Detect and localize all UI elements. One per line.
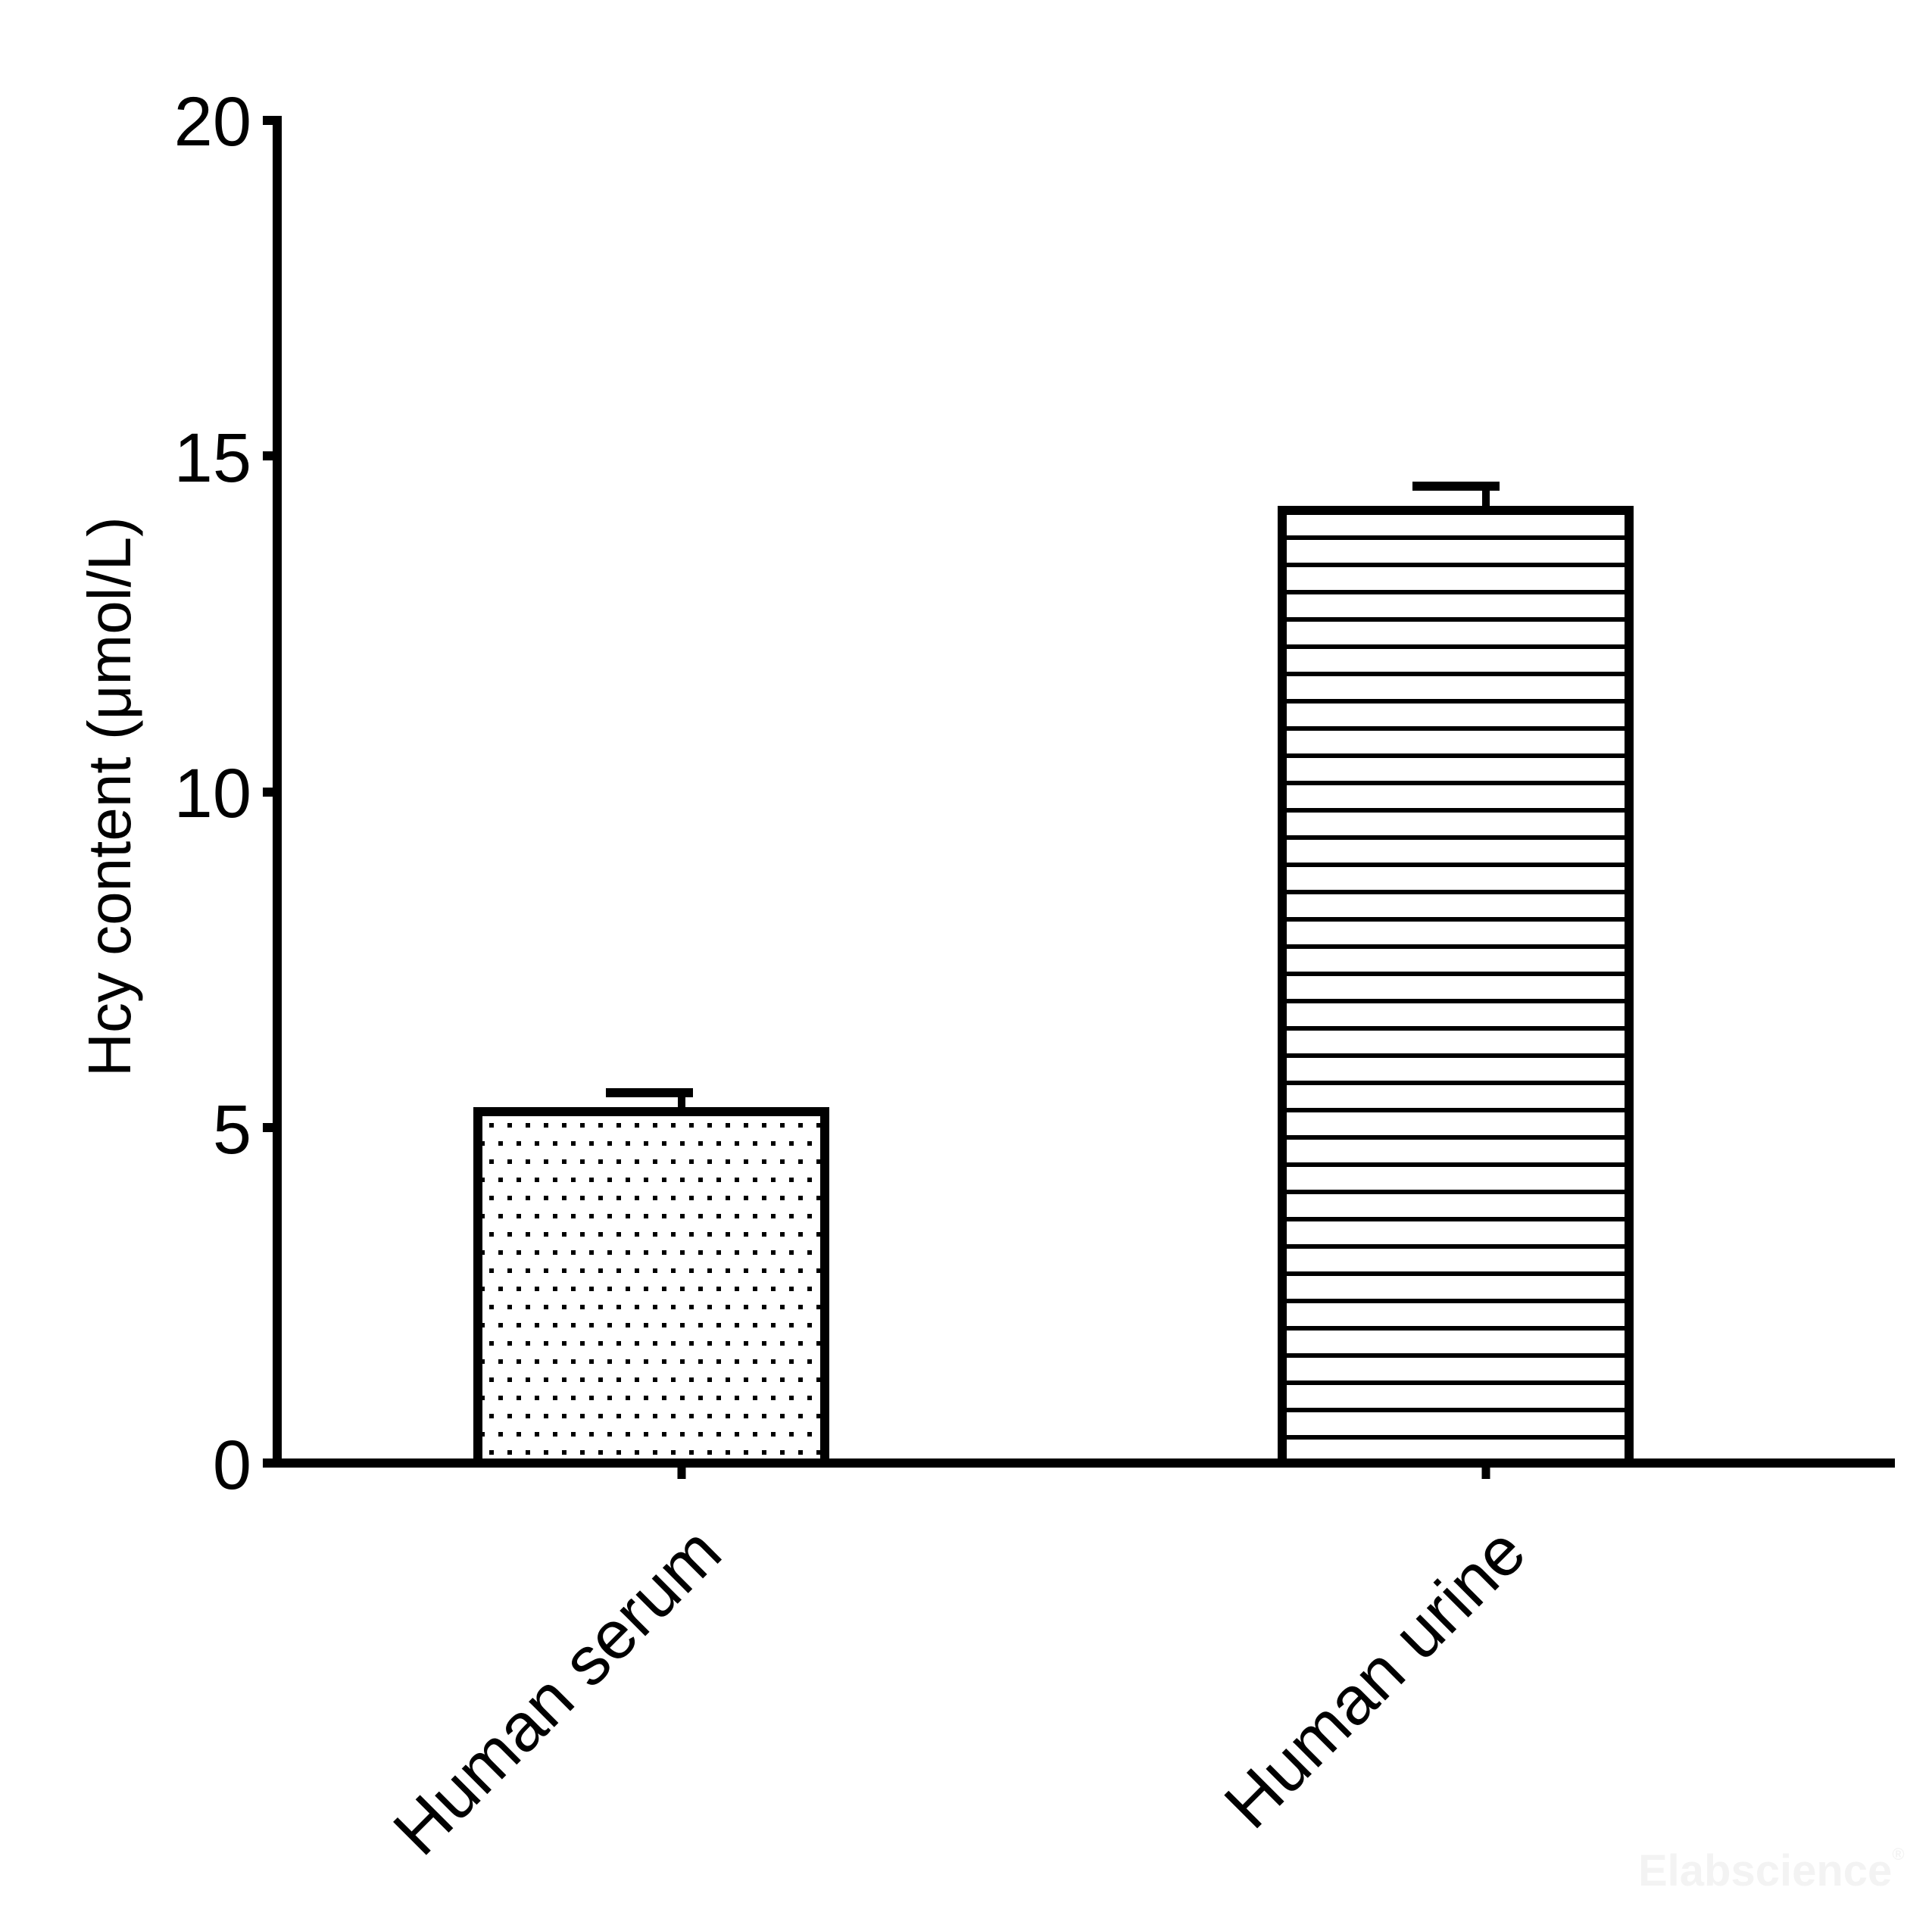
watermark: Elabscience®	[1638, 1845, 1905, 1895]
bar-human-serum	[473, 1088, 829, 1468]
y-tick-label: 0	[213, 1427, 251, 1504]
y-tick-labels: 20 15 10 5 0	[174, 83, 251, 1504]
x-label-human-urine: Human urine	[1210, 1514, 1540, 1843]
y-tick-label: 10	[174, 755, 251, 832]
x-label-human-serum: Human serum	[379, 1514, 735, 1870]
watermark-mark: ®	[1892, 1845, 1904, 1864]
x-ticks	[677, 1463, 1490, 1479]
bar-human-urine	[1278, 482, 1634, 1468]
y-tick-label: 5	[213, 1091, 251, 1168]
watermark-text: Elabscience	[1638, 1846, 1892, 1895]
y-axis-title: Hcy content (μmol/L)	[76, 516, 143, 1077]
y-tick-label: 15	[174, 420, 251, 497]
y-tick-label: 20	[174, 83, 251, 161]
